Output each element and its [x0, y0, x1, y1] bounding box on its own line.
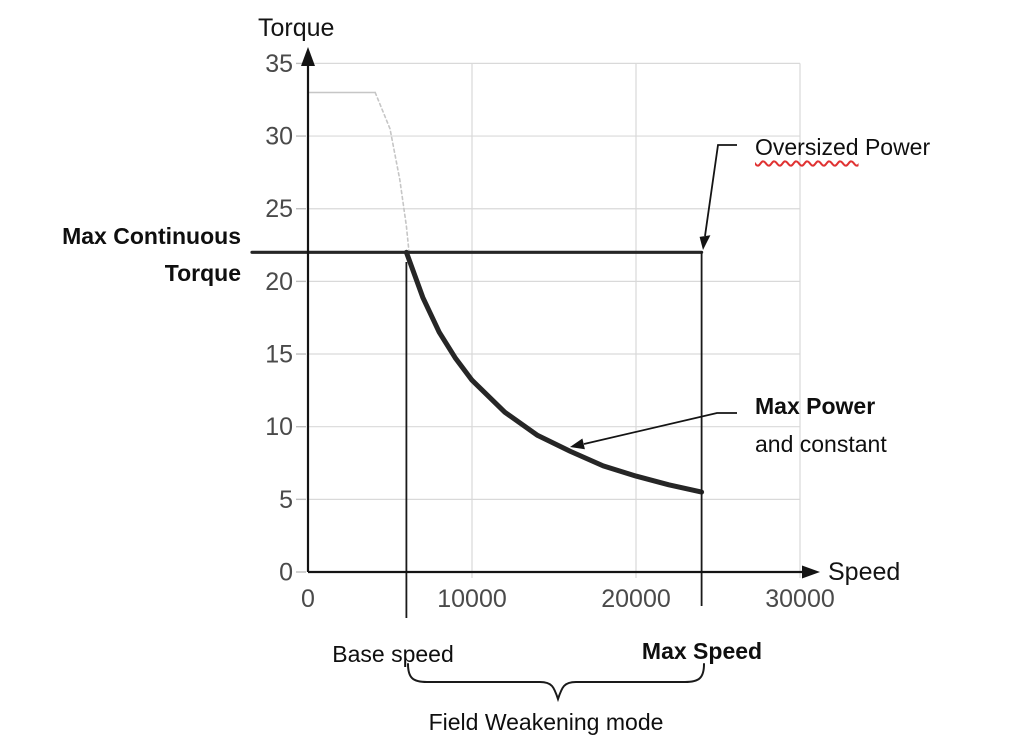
max-power-label-line2: and constant — [755, 431, 887, 457]
x-axis-title: Speed — [828, 558, 901, 586]
max-power-label: Max Power and constant — [755, 387, 887, 463]
y-tick-label: 10 — [265, 413, 293, 441]
max-power-arrowhead-icon — [570, 438, 585, 450]
y-axis-title: Torque — [258, 14, 335, 42]
max-speed-label: Max Speed — [641, 638, 763, 664]
max-power-arrow-line — [583, 412, 737, 445]
y-axis-arrowhead-icon — [301, 47, 315, 66]
max-continuous-torque-label: Max Continuous Torque — [30, 218, 241, 292]
y-tick-label: 30 — [265, 123, 293, 151]
max-continuous-torque-label-line1: Max Continuous — [62, 223, 241, 249]
y-tick-label: 25 — [265, 195, 293, 223]
x-tick-label: 0 — [301, 585, 315, 613]
y-tick-label: 5 — [279, 486, 293, 514]
x-tick-label: 20000 — [601, 585, 671, 613]
y-tick-label: 35 — [265, 50, 293, 78]
gridlines — [296, 62, 801, 578]
oversized-power-label-word: Oversized — [755, 134, 859, 160]
y-tick-label: 15 — [265, 341, 293, 369]
field-weakening-mode-label: Field Weakening mode — [428, 709, 664, 735]
field-weakening-brace-icon — [407, 663, 705, 703]
peak-torque-droop — [374, 91, 410, 252]
oversized-power-arrow-line — [704, 144, 737, 237]
tick-labels: 0 5 10 15 20 25 30 35 0 10000 20000 30000 — [265, 50, 835, 613]
oversized-power-arrowhead-icon — [699, 235, 711, 250]
x-tick-label: 10000 — [437, 585, 507, 613]
x-axis-arrowhead-icon — [802, 565, 820, 579]
oversized-power-label-rest: Power — [864, 134, 931, 160]
max-power-label-line1: Max Power — [755, 393, 876, 419]
max-continuous-torque-label-line2: Torque — [164, 260, 241, 286]
oversized-power-label: Oversized Power — [755, 133, 930, 161]
y-tick-label: 20 — [265, 268, 293, 296]
max-power-curve — [403, 249, 705, 495]
base-speed-label: Base speed — [332, 641, 454, 667]
data-series — [250, 91, 705, 618]
y-tick-label: 0 — [279, 559, 293, 587]
x-tick-label: 30000 — [765, 585, 835, 613]
